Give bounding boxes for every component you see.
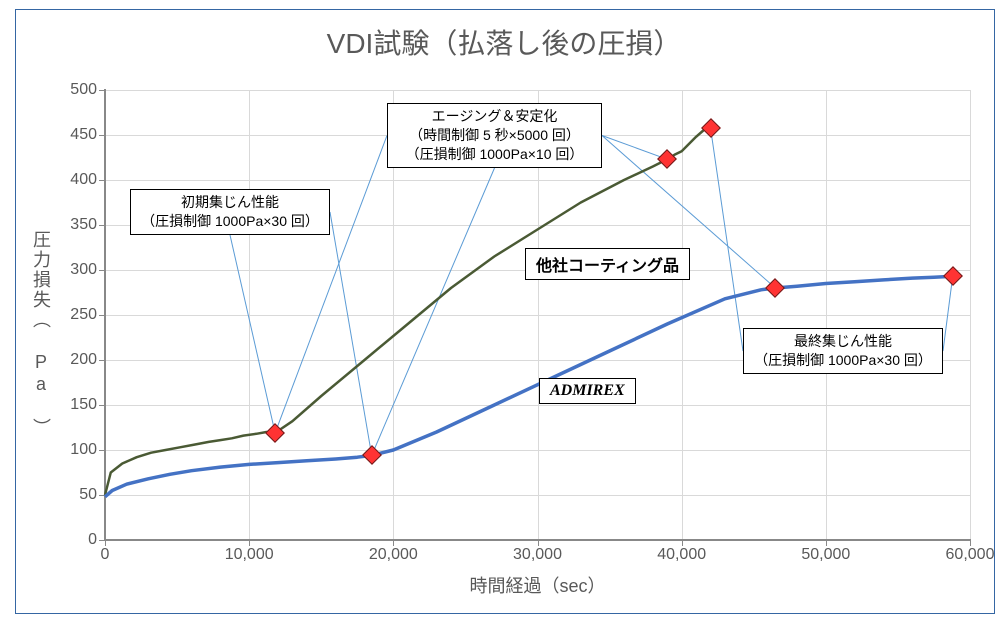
y-tick-label: 500 <box>70 81 105 99</box>
chart-title: VDI試験（払落し後の圧損） <box>0 22 1008 62</box>
y-tick-label: 200 <box>70 351 105 369</box>
series-other_coating <box>105 128 711 495</box>
y-tick-label: 450 <box>70 126 105 144</box>
leader-line <box>711 128 744 351</box>
x-tick-label: 60,000 <box>946 540 995 564</box>
callout-line: エージング＆安定化 <box>398 107 591 126</box>
x-tick-label: 20,000 <box>369 540 418 564</box>
x-tick-label: 30,000 <box>513 540 562 564</box>
leader-line <box>943 276 953 351</box>
x-axis-title: 時間経過（sec） <box>105 572 970 598</box>
callout-line: 最終集じん性能 <box>754 332 932 351</box>
y-axis-title: 圧力損失（ Pa ） <box>28 230 54 438</box>
y-tick-label: 400 <box>70 171 105 189</box>
x-tick-label: 10,000 <box>225 540 274 564</box>
callout-line: （圧損制御 1000Pa×10 回） <box>398 145 591 164</box>
leader-line <box>330 212 372 455</box>
x-tick-label: 0 <box>101 540 110 564</box>
callout-c2: エージング＆安定化（時間制御 5 秒×5000 回）（圧損制御 1000Pa×1… <box>387 103 602 168</box>
series-label-admirex: ADMIREX <box>539 378 636 404</box>
callout-line: 初期集じん性能 <box>141 193 319 212</box>
series-admirex <box>105 276 953 497</box>
y-tick-label: 350 <box>70 216 105 234</box>
x-tick-label: 40,000 <box>657 540 706 564</box>
callout-line: （圧損制御 1000Pa×30 回） <box>141 212 319 231</box>
y-tick-label: 150 <box>70 396 105 414</box>
y-tick-label: 300 <box>70 261 105 279</box>
callout-line: （時間制御 5 秒×5000 回） <box>398 126 591 145</box>
x-tick-label: 50,000 <box>801 540 850 564</box>
series-label-other: 他社コーティング品 <box>525 248 690 280</box>
leader-line <box>602 136 667 160</box>
plot-area: 050100150200250300350400450500010,00020,… <box>105 90 970 540</box>
callout-line: （圧損制御 1000Pa×30 回） <box>754 351 932 370</box>
y-tick-label: 100 <box>70 441 105 459</box>
callout-c3: 最終集じん性能（圧損制御 1000Pa×30 回） <box>743 328 943 374</box>
gridline-v <box>970 90 971 540</box>
y-tick-label: 250 <box>70 306 105 324</box>
y-tick-label: 50 <box>79 486 105 504</box>
callout-c1: 初期集じん性能（圧損制御 1000Pa×30 回） <box>130 189 330 235</box>
leader-line <box>230 235 275 433</box>
